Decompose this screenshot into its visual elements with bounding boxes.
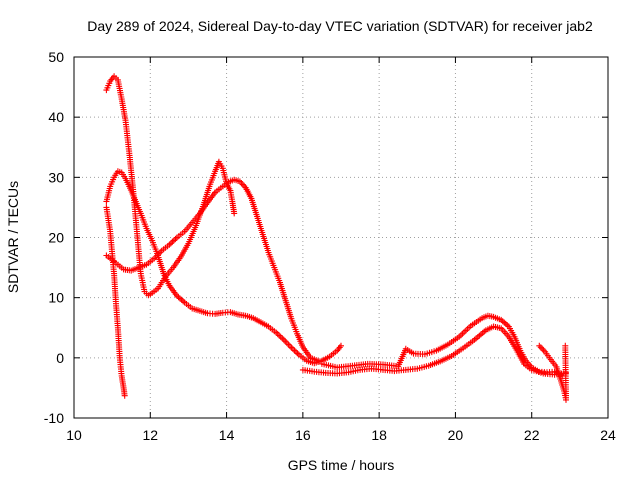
y-tick-label: 40 — [48, 109, 64, 125]
chart-title: Day 289 of 2024, Sidereal Day-to-day VTE… — [87, 18, 593, 34]
x-tick-label: 16 — [295, 427, 311, 443]
x-tick-label: 14 — [219, 427, 235, 443]
series-markers — [103, 204, 128, 399]
series-track-c — [103, 176, 322, 364]
axis-ticks — [73, 56, 609, 419]
x-tick-label: 24 — [600, 427, 616, 443]
x-tick-label: 18 — [371, 427, 387, 443]
series-markers — [318, 312, 566, 379]
x-axis-title: GPS time / hours — [288, 457, 395, 473]
y-tick-label: 10 — [48, 290, 64, 306]
y-tick-label: 20 — [48, 230, 64, 246]
y-axis-title: SDTVAR / TECUs — [5, 181, 21, 293]
x-tick-label: 10 — [66, 427, 82, 443]
y-tick-label: 30 — [48, 169, 64, 185]
series-track-d — [103, 204, 128, 399]
x-tick-label: 20 — [448, 427, 464, 443]
series-layer — [103, 73, 569, 403]
series-markers — [536, 342, 569, 403]
x-tick-label: 12 — [142, 427, 158, 443]
y-tick-label: 0 — [56, 350, 64, 366]
y-tick-label: 50 — [48, 49, 64, 65]
series-markers — [103, 176, 322, 364]
y-tick-label: -10 — [44, 410, 64, 426]
series-track-g — [536, 342, 569, 403]
series-track-a — [103, 73, 238, 299]
x-tick-label: 22 — [524, 427, 540, 443]
series-track-f — [318, 312, 566, 379]
tick-labels: 10 12 14 16 18 20 22 24 -10 0 10 20 30 40 50 — [44, 49, 616, 443]
series-markers — [103, 73, 238, 299]
